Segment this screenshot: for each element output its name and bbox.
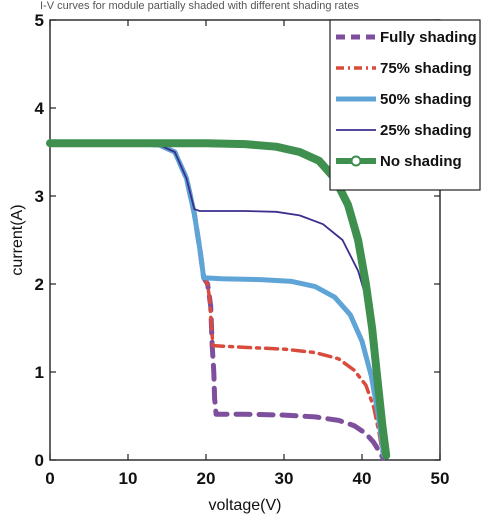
x-tick-label: 10	[119, 469, 138, 488]
x-tick-label: 30	[275, 469, 294, 488]
legend-label: No shading	[380, 153, 462, 170]
plot-area	[49, 19, 441, 461]
x-axis-title: voltage(V)	[209, 497, 282, 514]
legend-label: 25% shading	[380, 122, 472, 139]
y-tick-label: 1	[35, 363, 44, 382]
legend-label: 50% shading	[380, 91, 472, 108]
legend-box	[329, 19, 481, 191]
x-tick-label: 0	[45, 469, 54, 488]
legend: Fully shading 75% shading 50% shading 25% s…	[329, 19, 481, 191]
y-axis-title: current(A)	[9, 204, 26, 275]
x-tick-label: 50	[431, 469, 450, 488]
legend-label: 75% shading	[380, 60, 472, 77]
axis-ticks: 0 10 20 30 40 50 0 1 2 3 4 5	[35, 11, 450, 488]
y-tick-label: 4	[35, 99, 45, 118]
plot-frame	[49, 19, 441, 461]
legend-items: Fully shading 75% shading 50% shading 25% s…	[336, 29, 477, 170]
x-tick-label: 20	[197, 469, 216, 488]
y-tick-label: 0	[35, 451, 44, 470]
chart-caption: I-V curves for module partially shaded w…	[40, 0, 359, 12]
legend-marker	[350, 155, 362, 167]
y-tick-label: 2	[35, 275, 44, 294]
x-tick-label: 40	[353, 469, 372, 488]
y-tick-label: 3	[35, 187, 44, 206]
y-tick-label: 5	[35, 11, 44, 30]
legend-label: Fully shading	[380, 29, 477, 46]
